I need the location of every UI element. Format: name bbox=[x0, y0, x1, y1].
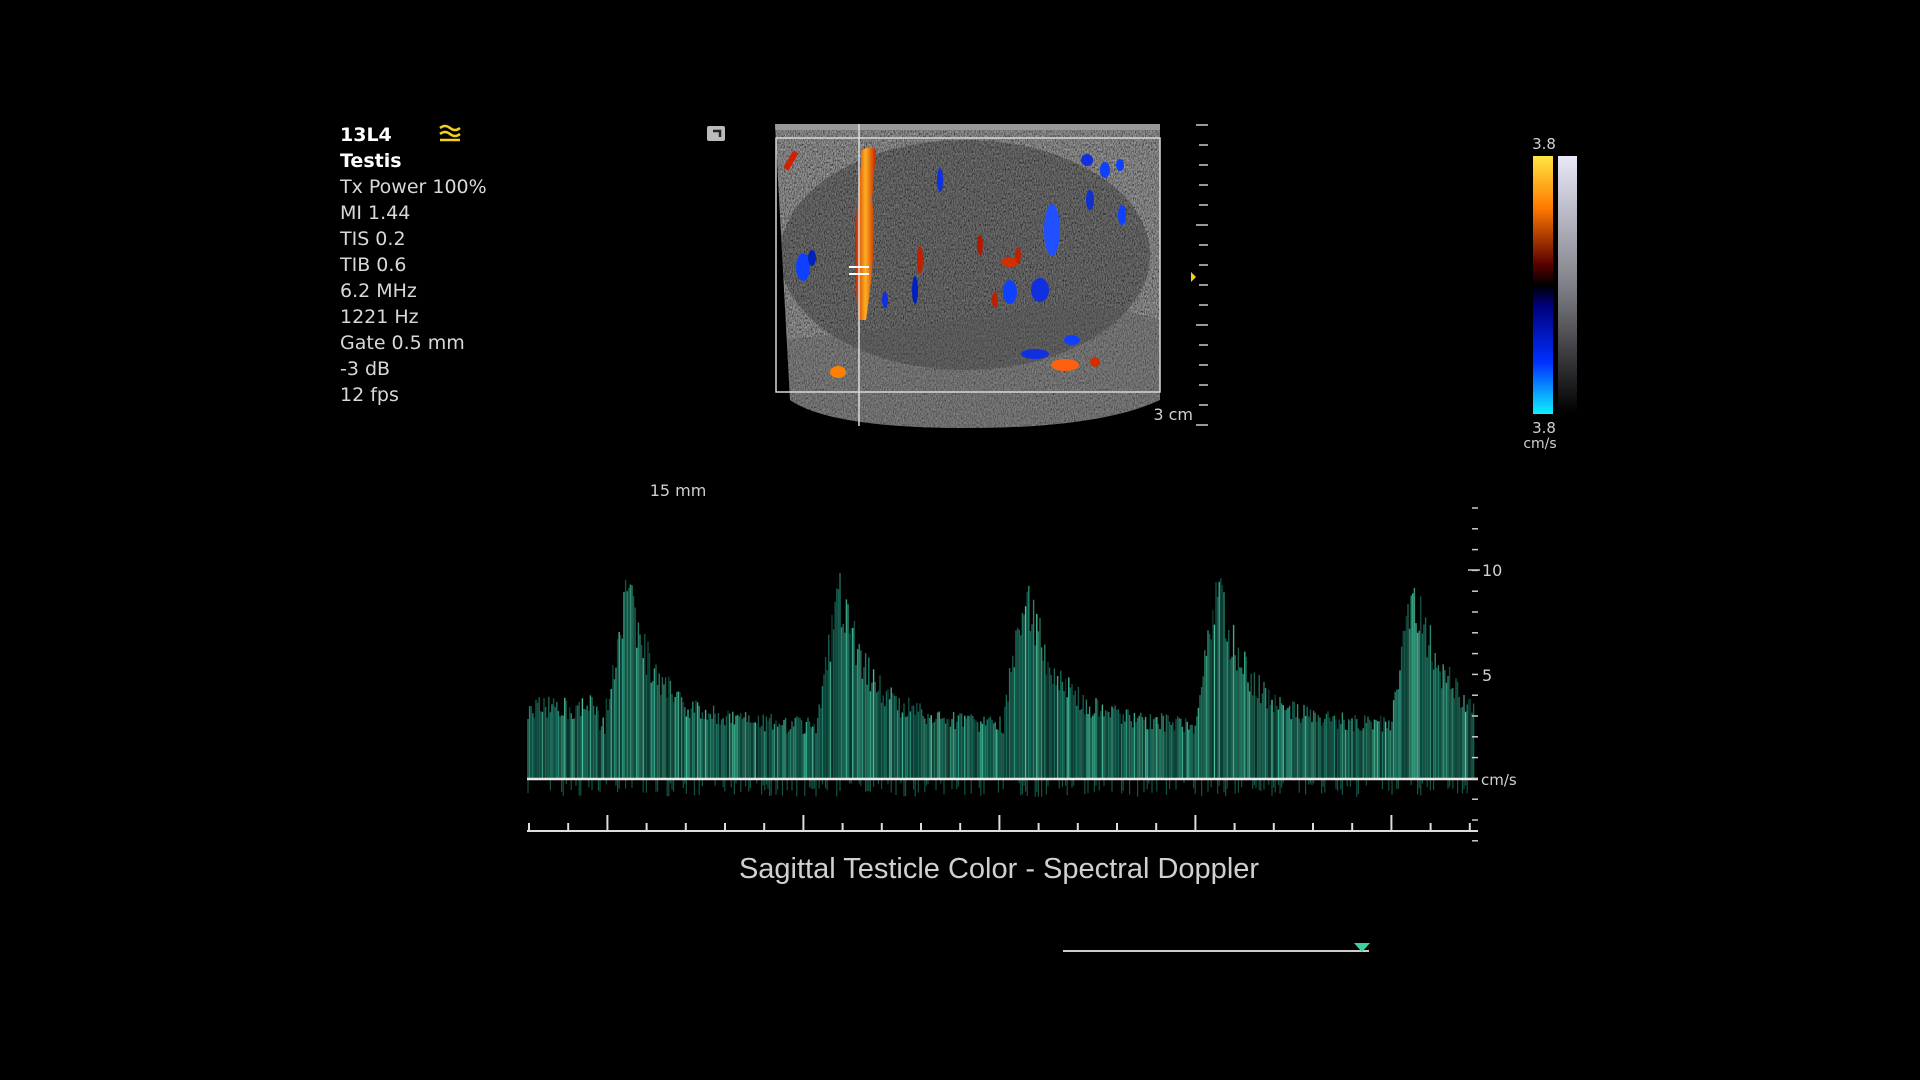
color-bar bbox=[1533, 156, 1553, 414]
axis-label-10: 10 bbox=[1482, 561, 1502, 580]
scale-bottom: 3.8 bbox=[1532, 419, 1556, 437]
scroll-marker bbox=[1354, 943, 1370, 952]
flow-blob bbox=[796, 253, 810, 281]
flow-blob bbox=[1100, 162, 1110, 178]
probe: 13L4 bbox=[340, 124, 392, 146]
gray-bar bbox=[1558, 156, 1577, 414]
flow-blob bbox=[1086, 190, 1094, 210]
flow-blob bbox=[1090, 357, 1100, 367]
flow-blob bbox=[830, 366, 846, 378]
flow-blob bbox=[882, 292, 888, 308]
parameter: 12 fps bbox=[340, 384, 399, 406]
flow-blob bbox=[1021, 349, 1049, 359]
parameter: 1221 Hz bbox=[340, 306, 419, 328]
mode-icon bbox=[439, 124, 461, 142]
flow-blob bbox=[1051, 359, 1079, 371]
flow-blob bbox=[1015, 247, 1021, 263]
flow-blob bbox=[992, 292, 998, 308]
color-flow bbox=[783, 147, 1126, 378]
b-mode-image bbox=[775, 124, 1160, 428]
velocity-unit: cm/s bbox=[1481, 771, 1517, 789]
parameter: -3 dB bbox=[340, 358, 391, 380]
depth-label: 3 cm bbox=[1153, 405, 1193, 424]
flow-blob bbox=[1118, 205, 1126, 225]
color-box bbox=[775, 137, 1161, 393]
flow-blob bbox=[912, 276, 918, 304]
flow-blob bbox=[917, 246, 923, 274]
caption: Sagittal Testicle Color - Spectral Doppl… bbox=[739, 853, 1259, 885]
flow-blob bbox=[1116, 159, 1124, 171]
parameter: Gate 0.5 mm bbox=[340, 332, 465, 354]
parameter: TIB 0.6 bbox=[340, 254, 407, 276]
flow-blob bbox=[977, 235, 983, 255]
focus-marker bbox=[1191, 272, 1196, 282]
gate-depth: 15 mm bbox=[650, 481, 707, 500]
flow-blob bbox=[1064, 335, 1080, 345]
time-axis bbox=[527, 815, 1478, 832]
flow-blob bbox=[1044, 204, 1060, 256]
scale-top: 3.8 bbox=[1532, 135, 1556, 153]
flow-blob bbox=[1001, 257, 1019, 267]
flow-blob bbox=[1003, 280, 1017, 304]
velocity-axis bbox=[1472, 507, 1478, 842]
flow-blob bbox=[1081, 154, 1093, 166]
parameter: Tx Power 100% bbox=[340, 176, 487, 198]
parameter: MI 1.44 bbox=[340, 202, 411, 224]
axis-label-5: 5 bbox=[1482, 666, 1492, 685]
freeze-icon bbox=[707, 126, 725, 141]
sample-gate bbox=[849, 266, 869, 275]
preset: Testis bbox=[340, 150, 402, 172]
flow-blob bbox=[937, 168, 943, 192]
flow-blob bbox=[1031, 278, 1049, 302]
parameter: 6.2 MHz bbox=[340, 280, 417, 302]
scale-unit: cm/s bbox=[1523, 436, 1556, 452]
doppler-spectrum bbox=[527, 573, 1475, 797]
parameter-list: Tx Power 100% MI 1.44 TIS 0.2 TIB 0.6 6.2 MH… bbox=[340, 174, 487, 408]
parameter: TIS 0.2 bbox=[340, 228, 406, 250]
flow-blob bbox=[808, 250, 816, 266]
info-panel: 13L4 Testis Tx Power 100% MI 1.44 TIS 0.2 T… bbox=[340, 122, 487, 408]
depth-ruler bbox=[1196, 124, 1208, 426]
